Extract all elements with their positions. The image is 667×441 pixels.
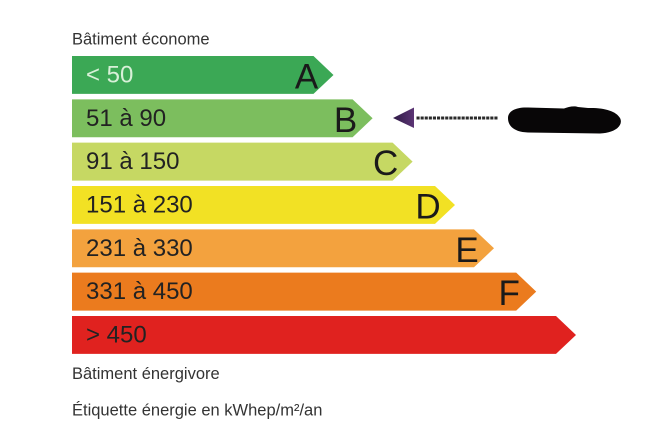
svg-text:B: B bbox=[334, 101, 357, 140]
svg-text:91 à 150: 91 à 150 bbox=[86, 148, 179, 175]
svg-text:151 à 230: 151 à 230 bbox=[86, 191, 193, 218]
svg-text:Bâtiment énergivore: Bâtiment énergivore bbox=[72, 365, 220, 383]
svg-text:F: F bbox=[499, 274, 520, 313]
svg-text:331 à 450: 331 à 450 bbox=[86, 278, 193, 305]
svg-text:D: D bbox=[415, 187, 440, 226]
svg-text:> 450: > 450 bbox=[86, 321, 147, 348]
svg-text:< 50: < 50 bbox=[86, 61, 133, 88]
svg-text:Bâtiment économe: Bâtiment économe bbox=[72, 31, 210, 49]
svg-text:231 à 330: 231 à 330 bbox=[86, 235, 193, 262]
svg-text:A: A bbox=[295, 57, 319, 96]
svg-text:51 à 90: 51 à 90 bbox=[86, 105, 166, 132]
svg-text:E: E bbox=[455, 231, 478, 270]
svg-text:Étiquette énergie en kWhep/m²/: Étiquette énergie en kWhep/m²/an bbox=[72, 401, 322, 420]
svg-text:C: C bbox=[373, 144, 398, 183]
